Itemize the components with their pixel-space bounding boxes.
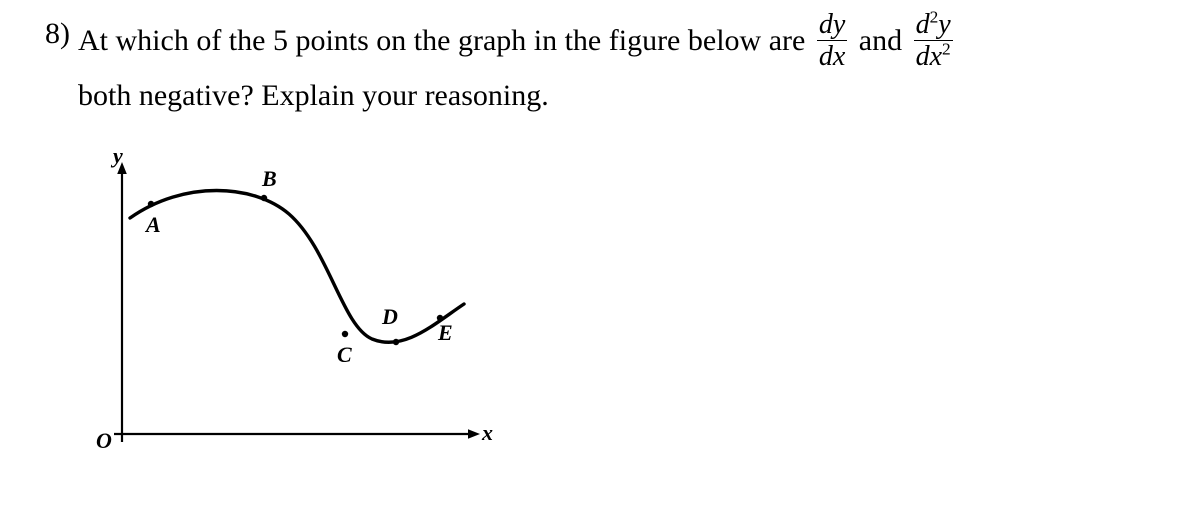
point-label-c: C: [337, 342, 352, 367]
page: 8) At which of the 5 points on the graph…: [0, 0, 1200, 511]
point-label-d: D: [381, 304, 398, 329]
fraction-d2y-dx2: d2y dx2: [914, 10, 953, 72]
fraction-numerator: dy: [817, 10, 847, 39]
graph-figure: A B C D Ey x O: [64, 144, 1172, 479]
point-label-b: B: [261, 166, 277, 191]
question-text-pre: At which of the 5 points on the graph in…: [78, 17, 813, 65]
question-line-1: At which of the 5 points on the graph in…: [78, 10, 1172, 72]
point-a: [148, 201, 154, 207]
question-body: At which of the 5 points on the graph in…: [78, 10, 1172, 120]
origin-label: O: [96, 428, 112, 453]
curve: [130, 190, 464, 342]
fraction-denominator: dx: [817, 42, 847, 71]
fraction-denominator: dx2: [914, 42, 953, 71]
question-text-mid: and: [851, 17, 909, 65]
x-axis-arrow: [468, 429, 480, 439]
point-b: [261, 195, 267, 201]
graph-svg: A B C D Ey x O: [64, 144, 494, 474]
point-label-e: E: [437, 320, 453, 345]
point-c: [342, 331, 348, 337]
y-axis-label: y: [110, 144, 123, 168]
point-label-a: A: [144, 212, 161, 237]
question-line-2: both negative? Explain your reasoning.: [78, 72, 1172, 120]
point-d: [393, 339, 399, 345]
x-axis-label: x: [481, 420, 493, 445]
question-block: 8) At which of the 5 points on the graph…: [20, 10, 1172, 120]
question-number: 8): [20, 10, 78, 58]
fraction-numerator: d2y: [914, 10, 953, 39]
fraction-dy-dx: dy dx: [817, 10, 847, 72]
